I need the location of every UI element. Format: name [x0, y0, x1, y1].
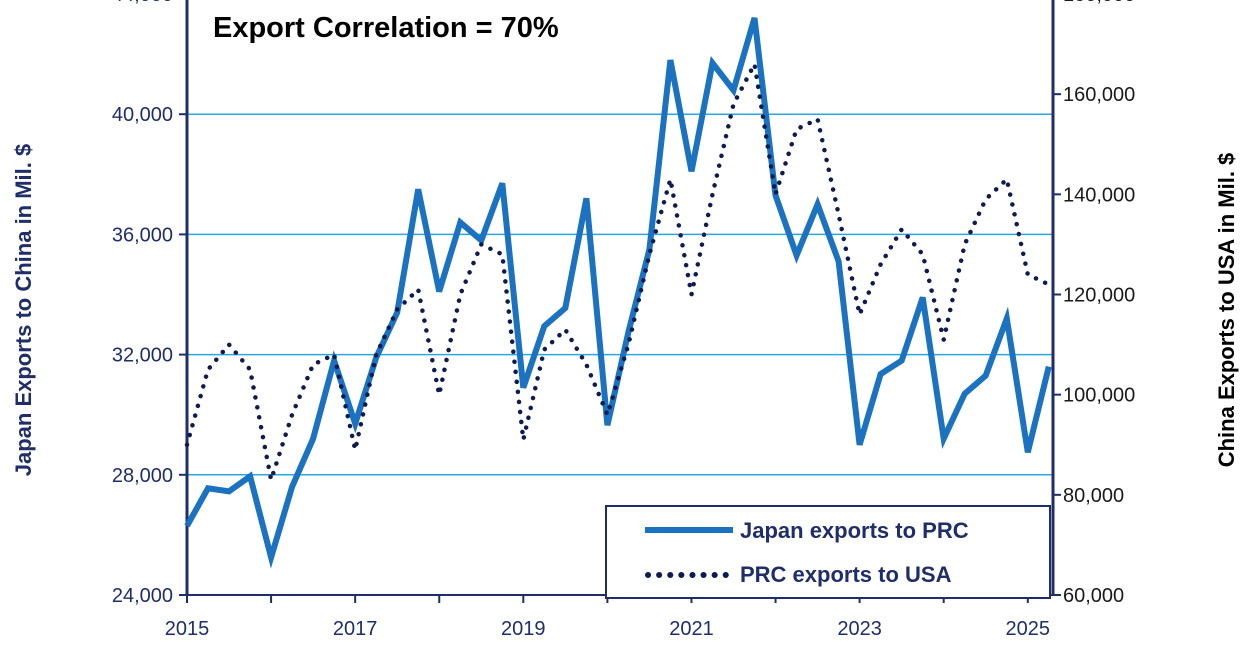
- chart-annotation: Export Correlation = 70%: [213, 12, 559, 44]
- left-axis-title: Japan Exports to China in Mil. $: [11, 144, 36, 477]
- x-tick-label: 2023: [837, 618, 882, 640]
- legend-label-prc: PRC exports to USA: [740, 562, 952, 587]
- right-axis-ticks: 60,000 80,000 100,000 120,000 140,000 160,000…: [1053, 0, 1135, 607]
- left-tick-label: 24,000: [112, 585, 173, 607]
- left-tick-label: 40,000: [112, 104, 173, 126]
- right-tick-label: 60,000: [1063, 585, 1124, 607]
- x-tick-label: 2017: [333, 618, 378, 640]
- x-tick-label: 2025: [1006, 618, 1051, 640]
- gridlines: [187, 113, 1053, 476]
- series-layer: [184, 17, 1052, 569]
- x-tick-label: 2021: [669, 618, 714, 640]
- right-tick-label: 180,000: [1063, 0, 1135, 6]
- right-tick-label: 140,000: [1063, 184, 1135, 206]
- x-axis-ticks: 2015 2017 2019 2021 2023 2025: [165, 595, 1050, 640]
- right-tick-label: 100,000: [1063, 385, 1135, 407]
- right-tick-label: 80,000: [1063, 485, 1124, 507]
- right-tick-label: 120,000: [1063, 285, 1135, 307]
- legend-label-japan: Japan exports to PRC: [740, 518, 969, 543]
- x-tick-label: 2019: [501, 618, 546, 640]
- right-tick-label: 160,000: [1063, 84, 1135, 106]
- series-line-prc-exports-to-usa: [184, 61, 1052, 483]
- x-tick-label: 2015: [165, 618, 210, 640]
- legend: Japan exports to PRC PRC exports to USA: [605, 505, 1051, 599]
- left-tick-label: 44,000: [112, 0, 173, 6]
- left-axis-ticks: 24,000 28,000 32,000 36,000 40,000 44,000: [112, 0, 187, 607]
- legend-box: [605, 505, 1051, 599]
- left-tick-label: 36,000: [112, 224, 173, 246]
- left-tick-label: 28,000: [112, 465, 173, 487]
- left-tick-label: 32,000: [112, 345, 173, 367]
- series-line-japan-exports-to-prc: [184, 17, 1052, 569]
- right-axis-title: China Exports to USA in Mil. $: [1214, 153, 1239, 468]
